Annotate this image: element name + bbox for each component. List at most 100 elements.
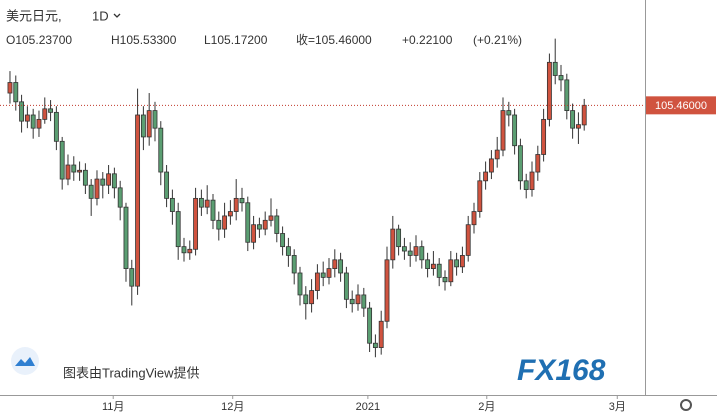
- candle-body: [477, 180, 483, 212]
- candle-body: [274, 215, 280, 234]
- tv-logo-mark: [15, 357, 35, 366]
- candle-body: [558, 75, 564, 81]
- ohlc-close: 收=105.46000: [296, 33, 372, 47]
- plot: [7, 38, 587, 358]
- candle-body: [320, 272, 326, 278]
- candle-body: [419, 246, 425, 261]
- candle-body: [152, 110, 158, 129]
- candle-body: [222, 215, 228, 230]
- candle-body: [117, 187, 123, 208]
- candle-body: [280, 233, 286, 248]
- candle-body: [129, 268, 135, 287]
- candle-body: [459, 255, 465, 268]
- tv-logo[interactable]: [11, 347, 39, 375]
- ohlc-low: L105.17200: [204, 33, 268, 47]
- candle-body: [175, 211, 181, 248]
- candle-body: [425, 259, 431, 270]
- candle-body: [488, 158, 494, 173]
- candle-body: [529, 171, 535, 191]
- candle-body: [13, 82, 19, 103]
- candle-body: [500, 110, 506, 151]
- candle-body: [384, 259, 390, 322]
- candle-body: [204, 199, 210, 208]
- candle-body: [512, 114, 518, 147]
- candle-body: [390, 228, 396, 261]
- candle-body: [506, 110, 512, 116]
- candle-body: [564, 79, 570, 111]
- candle-body: [268, 215, 274, 221]
- candle-body: [332, 259, 338, 270]
- candle-body: [48, 108, 54, 113]
- candle-body: [355, 294, 361, 305]
- candle-body: [309, 290, 315, 305]
- candle-body: [343, 272, 349, 300]
- candle-body: [396, 228, 402, 248]
- candle-body: [42, 108, 48, 120]
- candle-body: [494, 149, 500, 160]
- candle-body: [111, 173, 117, 189]
- candle-body: [285, 246, 291, 256]
- interval[interactable]: 1D: [92, 8, 109, 23]
- candle-body: [262, 219, 268, 230]
- candle-body: [407, 250, 413, 256]
- candle-body: [546, 61, 552, 120]
- candle-body: [575, 124, 581, 129]
- candle-body: [24, 114, 30, 122]
- settings-icon[interactable]: [680, 399, 692, 411]
- candle-body: [94, 178, 100, 199]
- candle-body: [216, 219, 222, 230]
- interval-dropdown[interactable]: [113, 13, 121, 18]
- candle-body: [181, 246, 187, 254]
- candle-body: [523, 180, 529, 190]
- candle-body: [367, 307, 373, 344]
- candle-body: [372, 342, 378, 349]
- candle-body: [303, 294, 309, 305]
- x-tick-label: 11月: [102, 401, 124, 413]
- x-tick-label: 2月: [478, 401, 495, 413]
- candle-body: [36, 118, 42, 129]
- candle-body: [471, 211, 477, 226]
- candle-body: [65, 164, 71, 180]
- candle-body: [442, 276, 448, 283]
- candle-body: [19, 101, 25, 122]
- candle-body: [535, 154, 541, 173]
- candle-body: [361, 294, 367, 309]
- symbol[interactable]: 美元日元,: [6, 8, 62, 23]
- candle-body: [256, 224, 262, 230]
- candle-body: [245, 202, 251, 243]
- candle-body: [338, 259, 344, 274]
- candle-body: [291, 255, 297, 274]
- candle-body: [187, 248, 193, 254]
- candle-body: [82, 169, 88, 186]
- last-price-label: 105.46000: [655, 100, 707, 112]
- candle-body: [314, 272, 320, 291]
- candle-body: [169, 197, 175, 212]
- candle-body: [7, 82, 13, 94]
- candle-body: [436, 263, 442, 278]
- candle-body: [465, 224, 471, 256]
- candle-body: [297, 272, 303, 296]
- candle-body: [349, 298, 355, 305]
- candle-body: [135, 114, 141, 287]
- candle-body: [146, 110, 152, 138]
- ohlc-open: O105.23700: [6, 33, 72, 47]
- candle-body: [71, 164, 77, 173]
- candle-body: [77, 169, 83, 173]
- candle-body: [454, 259, 460, 268]
- candle-body: [88, 184, 94, 199]
- candle-body: [227, 211, 233, 217]
- candle-body: [100, 178, 106, 186]
- candle-body: [140, 114, 146, 138]
- candle-body: [581, 104, 587, 126]
- candle-body: [198, 197, 204, 208]
- candle-body: [401, 246, 407, 252]
- candle-body: [448, 259, 454, 283]
- candle-body: [552, 61, 558, 76]
- watermark[interactable]: 图表由TradingView提供: [63, 365, 200, 380]
- candle-body: [158, 127, 164, 173]
- x-tick-label: 2021: [356, 401, 380, 413]
- candle-body: [517, 145, 523, 182]
- last-price-box: [646, 96, 716, 115]
